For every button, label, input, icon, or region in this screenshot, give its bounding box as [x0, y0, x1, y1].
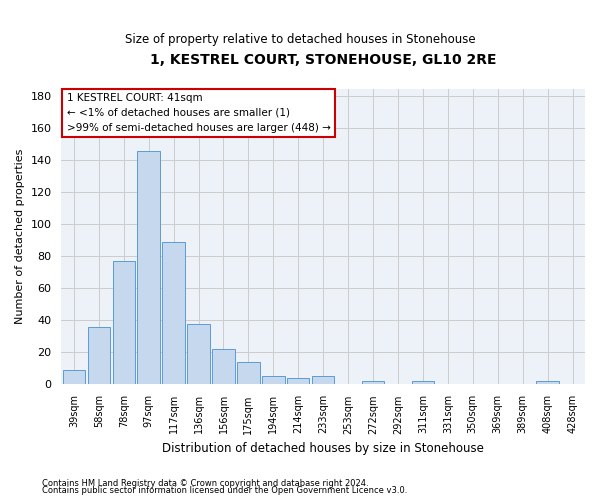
- Bar: [212, 350, 235, 384]
- Text: Contains public sector information licensed under the Open Government Licence v3: Contains public sector information licen…: [42, 486, 407, 495]
- Bar: [187, 324, 210, 384]
- Text: 1 KESTREL COURT: 41sqm
← <1% of detached houses are smaller (1)
>99% of semi-det: 1 KESTREL COURT: 41sqm ← <1% of detached…: [67, 93, 331, 132]
- Y-axis label: Number of detached properties: Number of detached properties: [15, 149, 25, 324]
- Bar: [287, 378, 310, 384]
- Bar: [88, 327, 110, 384]
- Bar: [362, 381, 384, 384]
- Text: Size of property relative to detached houses in Stonehouse: Size of property relative to detached ho…: [125, 32, 475, 46]
- Bar: [137, 151, 160, 384]
- X-axis label: Distribution of detached houses by size in Stonehouse: Distribution of detached houses by size …: [162, 442, 484, 455]
- Bar: [62, 370, 85, 384]
- Bar: [262, 376, 284, 384]
- Title: 1, KESTREL COURT, STONEHOUSE, GL10 2RE: 1, KESTREL COURT, STONEHOUSE, GL10 2RE: [150, 52, 496, 66]
- Text: Contains HM Land Registry data © Crown copyright and database right 2024.: Contains HM Land Registry data © Crown c…: [42, 478, 368, 488]
- Bar: [312, 376, 334, 384]
- Bar: [412, 381, 434, 384]
- Bar: [113, 262, 135, 384]
- Bar: [237, 362, 260, 384]
- Bar: [163, 242, 185, 384]
- Bar: [536, 381, 559, 384]
